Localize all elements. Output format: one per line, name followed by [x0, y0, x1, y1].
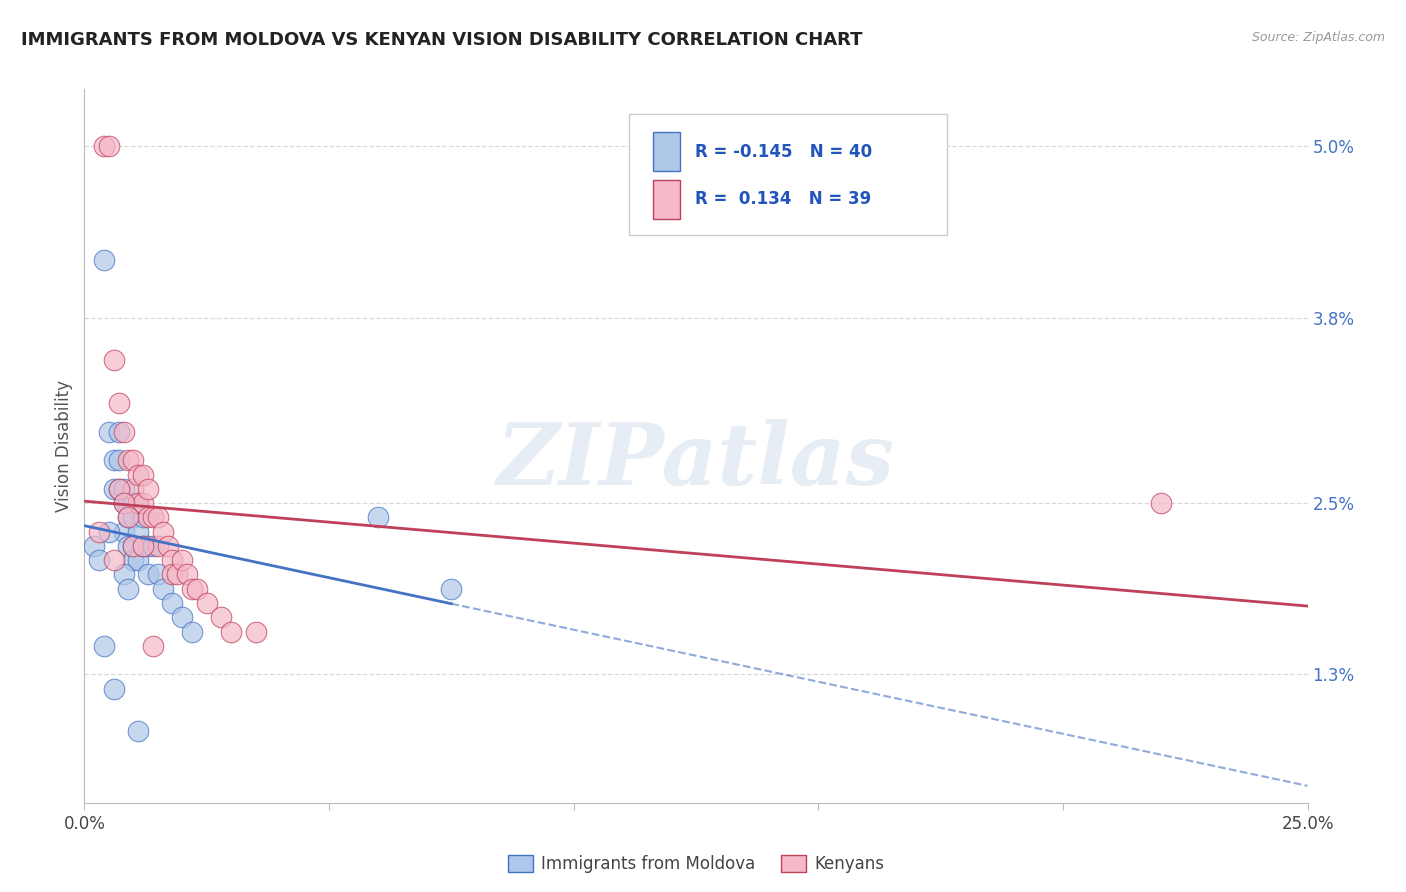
- Point: [1150, 496, 1173, 510]
- Text: IMMIGRANTS FROM MOLDOVA VS KENYAN VISION DISABILITY CORRELATION CHART: IMMIGRANTS FROM MOLDOVA VS KENYAN VISION…: [21, 31, 863, 49]
- Point: [103, 453, 125, 467]
- Point: [166, 567, 188, 582]
- Point: [103, 553, 125, 567]
- Point: [97, 524, 120, 539]
- Point: [162, 567, 184, 582]
- Point: [103, 681, 125, 696]
- Point: [117, 582, 139, 596]
- Point: [152, 524, 174, 539]
- Point: [209, 610, 232, 624]
- Point: [87, 524, 110, 539]
- Point: [132, 539, 155, 553]
- Point: [152, 582, 174, 596]
- Point: [83, 539, 105, 553]
- Point: [112, 496, 135, 510]
- Point: [136, 482, 159, 496]
- Point: [219, 624, 242, 639]
- Point: [162, 596, 184, 610]
- Point: [367, 510, 389, 524]
- Point: [132, 496, 155, 510]
- Point: [195, 596, 218, 610]
- Point: [122, 539, 145, 553]
- Point: [93, 253, 115, 268]
- Point: [117, 510, 139, 524]
- Legend: Immigrants from Moldova, Kenyans: Immigrants from Moldova, Kenyans: [502, 848, 890, 880]
- Point: [142, 510, 165, 524]
- Point: [122, 553, 145, 567]
- Point: [112, 524, 135, 539]
- Point: [245, 624, 267, 639]
- Point: [112, 496, 135, 510]
- Point: [122, 453, 145, 467]
- Text: Source: ZipAtlas.com: Source: ZipAtlas.com: [1251, 31, 1385, 45]
- Point: [127, 524, 149, 539]
- Point: [107, 396, 129, 410]
- FancyBboxPatch shape: [654, 180, 681, 219]
- Point: [132, 467, 155, 482]
- Point: [117, 453, 139, 467]
- Point: [181, 582, 204, 596]
- Point: [146, 539, 169, 553]
- Point: [136, 567, 159, 582]
- Point: [176, 567, 198, 582]
- Text: R = -0.145   N = 40: R = -0.145 N = 40: [695, 143, 872, 161]
- Point: [107, 482, 129, 496]
- Point: [132, 510, 155, 524]
- Point: [172, 610, 194, 624]
- Point: [127, 496, 149, 510]
- Point: [93, 639, 115, 653]
- Point: [103, 353, 125, 368]
- Point: [112, 482, 135, 496]
- Point: [127, 467, 149, 482]
- Point: [107, 425, 129, 439]
- FancyBboxPatch shape: [628, 114, 946, 235]
- Point: [97, 425, 120, 439]
- Text: ZIPatlas: ZIPatlas: [496, 418, 896, 502]
- Point: [107, 482, 129, 496]
- Text: R =  0.134   N = 39: R = 0.134 N = 39: [695, 191, 870, 209]
- Point: [142, 639, 165, 653]
- Point: [127, 496, 149, 510]
- Point: [103, 482, 125, 496]
- Point: [127, 553, 149, 567]
- Point: [112, 567, 135, 582]
- Y-axis label: Vision Disability: Vision Disability: [55, 380, 73, 512]
- Point: [122, 539, 145, 553]
- Point: [440, 582, 463, 596]
- Point: [181, 624, 204, 639]
- Point: [97, 139, 120, 153]
- Point: [107, 453, 129, 467]
- Point: [136, 510, 159, 524]
- Point: [117, 510, 139, 524]
- Point: [87, 553, 110, 567]
- Point: [142, 539, 165, 553]
- Point: [136, 539, 159, 553]
- Point: [172, 553, 194, 567]
- Point: [156, 539, 179, 553]
- Point: [112, 425, 135, 439]
- Point: [122, 510, 145, 524]
- Point: [122, 482, 145, 496]
- Point: [146, 510, 169, 524]
- Point: [117, 496, 139, 510]
- Point: [162, 553, 184, 567]
- Point: [122, 496, 145, 510]
- Point: [117, 539, 139, 553]
- Point: [127, 724, 149, 739]
- Point: [186, 582, 208, 596]
- Point: [93, 139, 115, 153]
- FancyBboxPatch shape: [654, 132, 681, 171]
- Point: [132, 539, 155, 553]
- Point: [146, 567, 169, 582]
